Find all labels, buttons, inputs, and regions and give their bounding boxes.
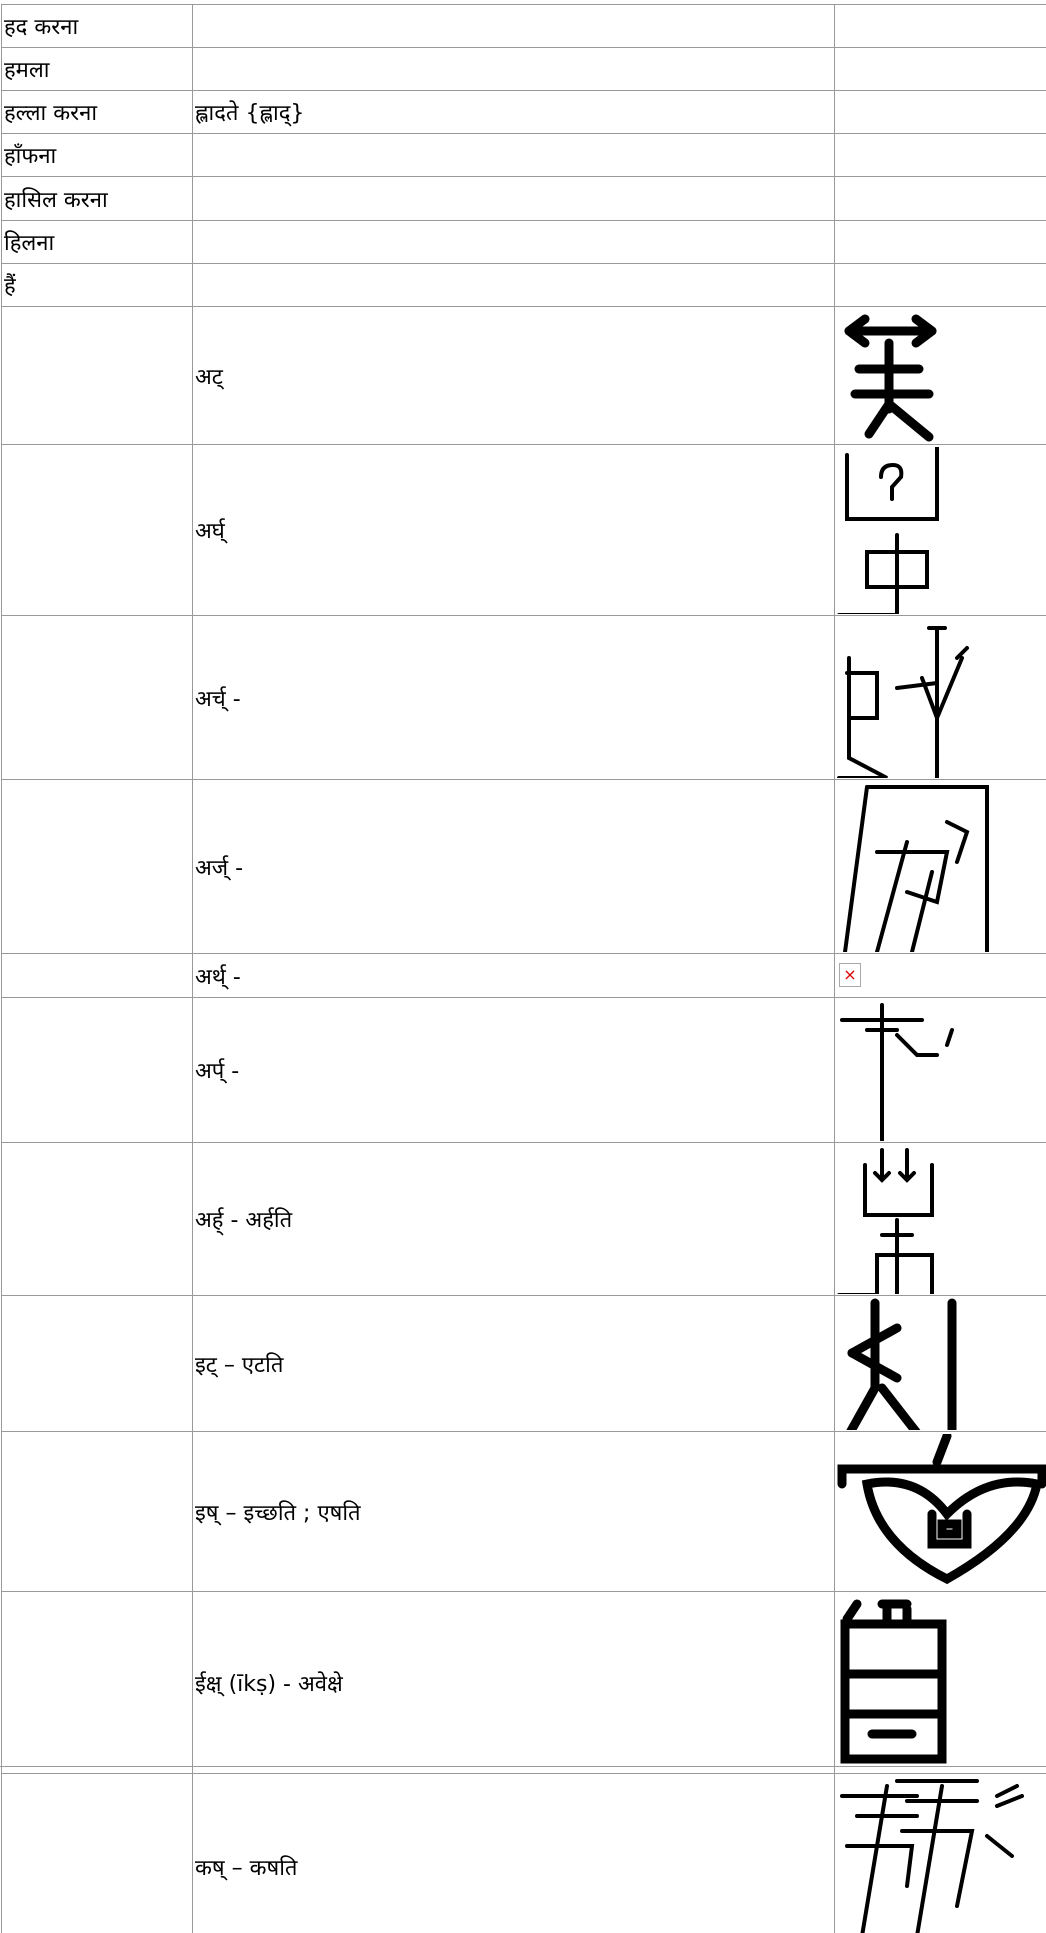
image-cell: [834, 263, 1046, 307]
sanskrit-cell: अर्थ् -: [192, 953, 835, 998]
image-cell: [834, 1773, 1046, 1933]
sanskrit-cell: अट्: [192, 306, 835, 445]
sanskrit-text: अर्प् -: [195, 1059, 240, 1084]
hindi-cell: [1, 306, 193, 445]
sanskrit-cell: अर्ज् -: [192, 779, 835, 954]
hindi-text: हैं: [4, 274, 16, 299]
hindi-cell: हिलना: [1, 220, 193, 264]
image-cell: [834, 953, 1046, 998]
image-cell: [834, 133, 1046, 177]
sanskrit-text: कष् – कषति: [195, 1856, 298, 1881]
sanskrit-cell: [192, 176, 835, 221]
hindi-cell: हैं: [1, 263, 193, 307]
sanskrit-text: ईक्ष् (īkṣ) - अवेक्षे: [195, 1671, 343, 1697]
sanskrit-text: अट्: [195, 364, 223, 390]
hindi-cell: [1, 1591, 193, 1774]
sanskrit-text: इष् – इच्छति ; एषति: [195, 1500, 361, 1526]
sanskrit-cell: अर्च् -: [192, 615, 835, 780]
image-cell: [834, 90, 1046, 134]
sanskrit-cell: कष् – कषति: [192, 1773, 835, 1933]
glyph-image: [840, 1599, 947, 1764]
glyph-image: [837, 626, 969, 778]
sanskrit-cell: [192, 263, 835, 307]
glyph-image: [844, 314, 937, 442]
glyph-image: [843, 785, 989, 952]
sanskrit-cell: ईक्ष् (īkṣ) - अवेक्षे: [192, 1591, 835, 1774]
glyph-image: [846, 1298, 957, 1430]
glyph-image: [840, 1779, 1024, 1933]
sanskrit-text: अर्च् -: [195, 686, 241, 712]
hindi-text: हमला: [4, 58, 50, 83]
hindi-cell: हद करना: [1, 4, 193, 48]
hindi-cell: [1, 615, 193, 780]
sanskrit-cell: अर्घ्: [192, 444, 835, 616]
hindi-cell: हमला: [1, 47, 193, 91]
hindi-cell: [1, 1295, 193, 1432]
hindi-text: हाँफना: [4, 144, 57, 169]
hindi-cell: [1, 779, 193, 954]
hindi-text: हासिल करना: [4, 187, 108, 213]
hindi-cell: [1, 1142, 193, 1296]
sanskrit-cell: इट् – एटति: [192, 1295, 835, 1432]
sanskrit-cell: अर्प् -: [192, 997, 835, 1143]
hindi-cell: [1, 953, 193, 998]
sanskrit-cell: ह्लादते {ह्लाद्}: [192, 90, 835, 134]
sanskrit-cell: [192, 220, 835, 264]
hindi-cell: हासिल करना: [1, 176, 193, 221]
hindi-text: हिलना: [4, 231, 55, 256]
hindi-text: हद करना: [4, 15, 79, 40]
hindi-cell: हाँफना: [1, 133, 193, 177]
image-cell: [834, 47, 1046, 91]
sanskrit-text: इट् – एटति: [195, 1352, 284, 1378]
image-cell: [834, 220, 1046, 264]
image-cell: [834, 4, 1046, 48]
sanskrit-text: अर्ह् - अर्हति: [195, 1208, 293, 1233]
glyph-image: [837, 1148, 934, 1294]
sanskrit-cell: [192, 47, 835, 91]
sanskrit-cell: अर्ह् - अर्हति: [192, 1142, 835, 1296]
image-cell: [834, 176, 1046, 221]
hindi-cell: [1, 1773, 193, 1933]
row-separator: [0, 1766, 1046, 1769]
sanskrit-text: अर्थ् -: [195, 964, 241, 990]
broken-image-icon: ×: [839, 963, 861, 987]
glyph-image: [840, 1003, 954, 1141]
glyph-image: [837, 447, 939, 614]
sanskrit-cell: [192, 133, 835, 177]
hindi-cell: हल्ला करना: [1, 90, 193, 134]
sanskrit-text: अर्ज् -: [195, 855, 244, 881]
glyph-image: [837, 1434, 1046, 1585]
sanskrit-cell: इष् – इच्छति ; एषति: [192, 1431, 835, 1592]
hindi-cell: [1, 1431, 193, 1592]
sanskrit-text: ह्लादते {ह्लाद्}: [195, 101, 305, 126]
sanskrit-text: अर्घ्: [195, 519, 225, 544]
hindi-cell: [1, 444, 193, 616]
sanskrit-cell: [192, 4, 835, 48]
hindi-text: हल्ला करना: [4, 101, 98, 126]
hindi-cell: [1, 997, 193, 1143]
